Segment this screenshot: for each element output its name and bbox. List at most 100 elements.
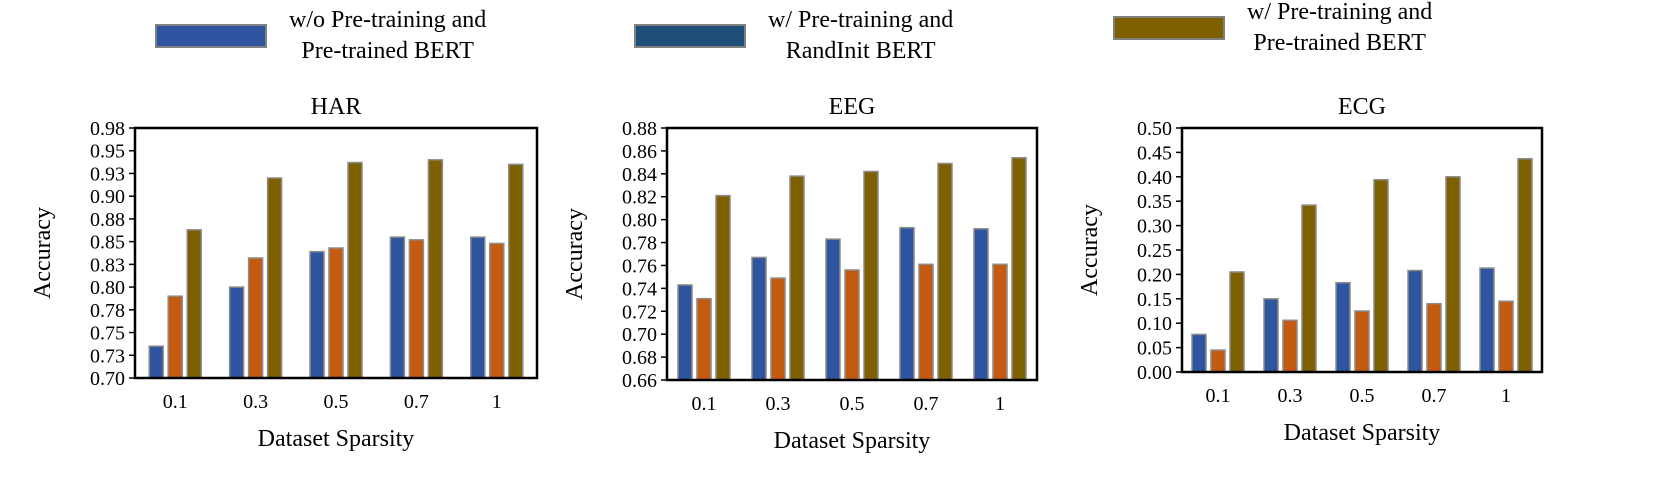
eeg-bar-s1-0.3 xyxy=(751,256,767,381)
ecg-bar-s2-0.3 xyxy=(1282,319,1298,373)
ecg-bar-s1-1 xyxy=(1479,267,1495,373)
eeg-xtick-label: 0.7 xyxy=(914,393,939,415)
har-ytick-label: 0.95 xyxy=(90,141,125,163)
ecg-bar-s3-0.5 xyxy=(1373,178,1389,373)
ecg-ytick-label: 0.20 xyxy=(1137,264,1172,286)
eeg-ytick-label: 0.84 xyxy=(622,164,657,186)
har-xtick-label: 0.1 xyxy=(163,391,188,413)
har-bar-s2-1 xyxy=(489,242,505,379)
ecg-bar-s1-0.7 xyxy=(1407,269,1423,373)
eeg-xlabel: Dataset Sparsity xyxy=(774,428,931,454)
legend-swatch-1 xyxy=(155,24,267,48)
ecg-xlabel: Dataset Sparsity xyxy=(1284,420,1441,446)
har-ytick-label: 0.80 xyxy=(90,277,125,299)
eeg-bar-s2-0.7 xyxy=(918,263,934,381)
eeg-ylabel: Accuracy xyxy=(562,208,588,300)
har-ytick-label: 0.83 xyxy=(90,254,125,276)
ecg-bar-s2-0.1 xyxy=(1210,349,1226,373)
eeg-bar-s2-0.1 xyxy=(696,297,712,381)
ecg-ytick-label: 0.25 xyxy=(1137,240,1172,262)
legend-item-3: w/ Pre-training and Pre-trained BERT xyxy=(1113,0,1432,64)
ecg-ytick-label: 0.30 xyxy=(1137,216,1172,238)
ecg-ytick-label: 0.10 xyxy=(1137,313,1172,335)
har-ylabel: Accuracy xyxy=(30,207,56,299)
eeg-title: EEG xyxy=(829,94,876,120)
har-bar-s2-0.7 xyxy=(408,239,425,379)
legend-item-1: w/o Pre-training and Pre-trained BERT xyxy=(155,0,486,72)
eeg-bar-s1-0.7 xyxy=(899,226,915,381)
ecg-bar-s1-0.1 xyxy=(1191,333,1207,373)
ecg-xtick-label: 0.1 xyxy=(1206,385,1231,407)
eeg-bar-s3-0.5 xyxy=(863,170,879,381)
ecg-ytick-label: 0.05 xyxy=(1137,338,1172,360)
eeg-bar-s2-0.5 xyxy=(844,269,860,381)
eeg-xtick-label: 0.5 xyxy=(840,393,865,415)
ecg-bar-s3-0.1 xyxy=(1229,271,1245,373)
har-bar-s3-0.7 xyxy=(427,159,444,379)
legend-item-2: w/ Pre-training and RandInit BERT xyxy=(634,0,953,72)
har-bar-s1-1 xyxy=(470,236,486,379)
charts-area: HAR0.700.730.750.780.800.830.850.880.900… xyxy=(30,94,1544,454)
eeg-bar-s3-0.7 xyxy=(937,162,953,381)
eeg-ytick-label: 0.66 xyxy=(622,370,657,392)
ecg-bar-s2-0.5 xyxy=(1354,310,1370,373)
har-bar-s1-0.5 xyxy=(309,250,325,379)
legend: w/o Pre-training and Pre-trained BERT w/… xyxy=(0,0,1661,80)
eeg-ytick-label: 0.74 xyxy=(622,278,657,300)
ecg-ytick-label: 0.50 xyxy=(1137,118,1172,140)
eeg-ytick-label: 0.76 xyxy=(622,255,657,277)
har-ytick-label: 0.73 xyxy=(90,345,125,367)
eeg-ytick-label: 0.78 xyxy=(622,233,657,255)
har-bar-s2-0.1 xyxy=(167,295,183,379)
eeg-ytick-label: 0.88 xyxy=(622,118,657,140)
har-plot-frame xyxy=(133,126,539,380)
ecg-ytick-label: 0.00 xyxy=(1137,362,1172,384)
har-title: HAR xyxy=(311,94,362,120)
har-ytick-label: 0.90 xyxy=(90,186,125,208)
ecg-ylabel: Accuracy xyxy=(1077,204,1103,296)
har-ytick-label: 0.88 xyxy=(90,209,125,231)
har-xtick-label: 0.3 xyxy=(243,391,268,413)
eeg-plot-frame xyxy=(665,126,1039,382)
har-xtick-label: 0.7 xyxy=(404,391,429,413)
ecg-bar-s3-0.3 xyxy=(1301,204,1317,373)
eeg-ytick-label: 0.80 xyxy=(622,210,657,232)
eeg-ytick-label: 0.82 xyxy=(622,187,657,209)
har-xtick-label: 0.5 xyxy=(324,391,349,413)
eeg-bar-s1-0.5 xyxy=(825,238,841,381)
ecg-plot-frame xyxy=(1180,126,1544,374)
eeg-bar-s1-0.1 xyxy=(677,284,693,381)
ecg-xtick-label: 0.3 xyxy=(1278,385,1303,407)
legend-swatch-2 xyxy=(634,24,746,48)
har-ytick-label: 0.98 xyxy=(90,118,125,140)
ecg-bar-s3-0.7 xyxy=(1445,176,1461,373)
ecg-ytick-label: 0.40 xyxy=(1137,167,1172,189)
eeg-bar-s3-0.3 xyxy=(789,175,805,381)
eeg-bar-s1-1 xyxy=(973,228,989,381)
eeg-xtick-label: 0.3 xyxy=(766,393,791,415)
har-bar-s1-0.1 xyxy=(148,345,164,379)
har-bar-s3-0.5 xyxy=(347,161,363,379)
har-xtick-label: 1 xyxy=(492,391,502,413)
ecg-xtick-label: 1 xyxy=(1501,385,1511,407)
har-ytick-label: 0.70 xyxy=(90,368,125,390)
har-ytick-label: 0.78 xyxy=(90,300,125,322)
ecg-bar-s3-1 xyxy=(1517,157,1533,373)
eeg-bar-s3-1 xyxy=(1011,157,1027,381)
eeg-bar-s2-1 xyxy=(992,263,1008,381)
ecg-ytick-label: 0.35 xyxy=(1137,191,1172,213)
har-bar-s2-0.5 xyxy=(328,247,344,379)
ecg-bar-s1-0.3 xyxy=(1263,298,1279,373)
eeg-ytick-label: 0.72 xyxy=(622,301,657,323)
legend-label-2: w/ Pre-training and RandInit BERT xyxy=(768,7,954,64)
har-xlabel: Dataset Sparsity xyxy=(258,426,415,452)
har-ytick-label: 0.85 xyxy=(90,232,125,254)
eeg-xtick-label: 0.1 xyxy=(692,393,717,415)
legend-swatch-3 xyxy=(1113,16,1225,40)
har-bar-s3-0.3 xyxy=(266,177,283,379)
eeg-ytick-label: 0.70 xyxy=(622,324,657,346)
har-ytick-label: 0.75 xyxy=(90,323,125,345)
eeg-bar-s2-0.3 xyxy=(770,277,786,381)
eeg-bar-s3-0.1 xyxy=(715,194,731,381)
har-ytick-label: 0.93 xyxy=(90,163,125,185)
